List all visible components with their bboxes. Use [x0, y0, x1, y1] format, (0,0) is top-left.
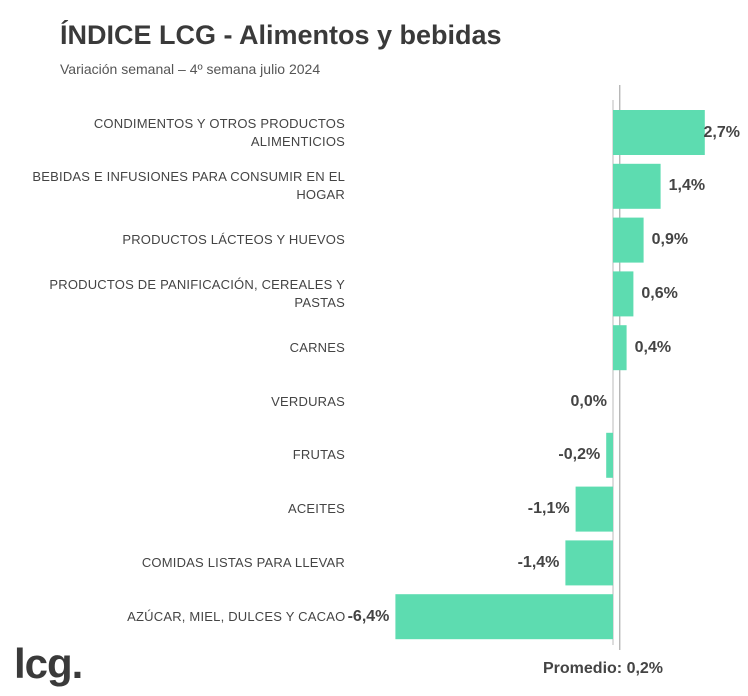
category-label: AZÚCAR, MIEL, DULCES Y CACAO [127, 608, 346, 624]
category-label: VERDURAS [271, 393, 345, 409]
value-label: 1,4% [668, 177, 706, 195]
value-label: -0,2% [558, 446, 601, 464]
bar-condimentos-y-otros-productos-alimenticios [613, 110, 705, 155]
bar-carnes [613, 325, 627, 371]
category-label: CONDIMENTOS Y OTROS PRODUCTOS ALIMENTICI… [93, 115, 345, 149]
category-label: ACEITES [287, 501, 345, 517]
category-label: BEBIDAS E INFUSIONES PARA CONSUMIR EN EL… [32, 169, 345, 203]
bar-productos-lacteos-y-huevos [613, 217, 644, 263]
bar-azucar-miel-dulces-y-cacao [395, 594, 613, 640]
chart-title: ÍNDICE LCG - Alimentos y bebidas [60, 20, 502, 50]
value-label: 0,6% [641, 284, 678, 302]
value-label: 0,9% [651, 231, 689, 249]
value-label: 2,7% [703, 123, 740, 141]
lcg-logo: lcg. [14, 640, 83, 687]
value-label: 0,0% [570, 392, 607, 410]
bar-aceites [575, 486, 613, 532]
average-label: Promedio: 0,2% [543, 660, 664, 677]
category-label: FRUTAS [292, 447, 345, 463]
value-label: -6,4% [347, 607, 390, 625]
bar-productos-de-panificacion-cereales-y-pastas [613, 271, 634, 317]
value-label: -1,4% [517, 553, 560, 571]
category-label: COMIDAS LISTAS PARA LLEVAR [141, 554, 345, 570]
category-label: PRODUCTOS DE PANIFICACIÓN, CEREALES Y PA… [49, 276, 345, 310]
value-label: 0,4% [634, 338, 672, 356]
value-label: -1,1% [527, 500, 570, 518]
bar-comidas-listas-para-llevar [565, 540, 613, 586]
bar-bebidas-e-infusiones-para-consumir-en-el-hogar [613, 163, 661, 209]
chart-subtitle: Variación semanal – 4º semana julio 2024 [60, 61, 321, 77]
category-label: PRODUCTOS LÁCTEOS Y HUEVOS [122, 232, 345, 248]
category-label: CARNES [289, 339, 345, 355]
bar-frutas [606, 432, 613, 478]
